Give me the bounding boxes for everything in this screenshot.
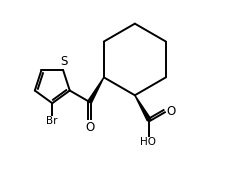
Text: O: O bbox=[85, 121, 94, 134]
Polygon shape bbox=[88, 77, 104, 103]
Text: O: O bbox=[166, 105, 176, 118]
Text: S: S bbox=[60, 55, 67, 68]
Polygon shape bbox=[135, 95, 151, 121]
Text: HO: HO bbox=[140, 137, 156, 147]
Text: Br: Br bbox=[46, 116, 57, 126]
